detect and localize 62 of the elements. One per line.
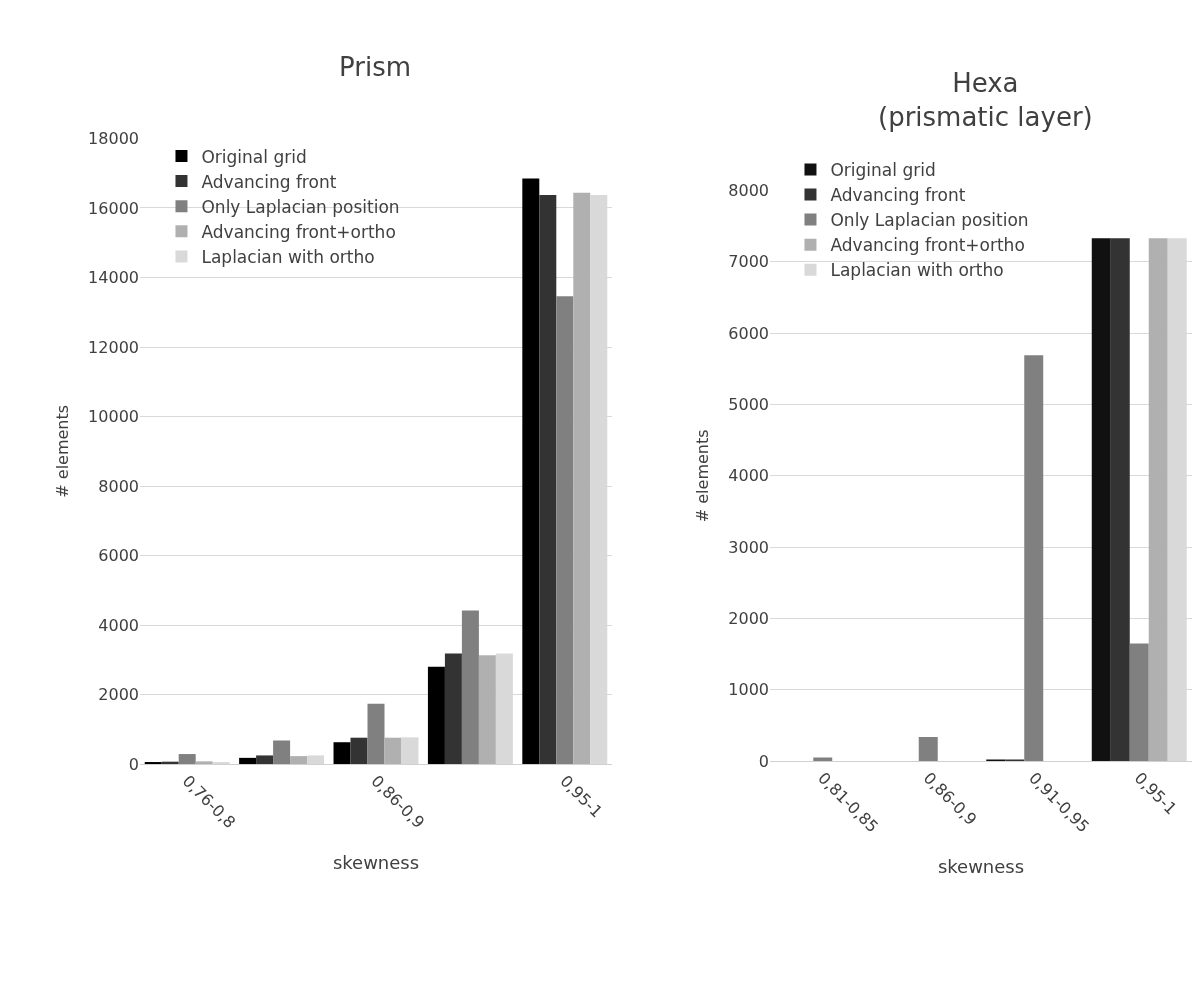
bar <box>556 296 574 765</box>
bar <box>444 653 462 765</box>
y-tick-label: 14000 <box>88 268 139 288</box>
chart-title: Hexa (prismatic layer) <box>878 68 1093 132</box>
y-tick-label: 18000 <box>88 129 139 149</box>
y-tick-label: 4000 <box>728 466 769 486</box>
legend-label: Laplacian with ortho <box>830 260 1004 281</box>
y-axis-title: # elements <box>52 404 72 498</box>
bar <box>1148 238 1168 762</box>
bar <box>367 703 385 765</box>
y-tick-label: 6000 <box>728 323 769 343</box>
y-tick-label: 0 <box>758 751 769 771</box>
bar <box>290 756 308 765</box>
x-axis-title: skewness <box>332 852 420 874</box>
y-tick-label: 12000 <box>88 337 139 357</box>
legend-label: Laplacian with ortho <box>201 247 375 268</box>
bar <box>384 737 402 765</box>
y-tick-label: 5000 <box>728 395 769 415</box>
bar <box>461 610 479 765</box>
y-tick-label: 16000 <box>88 198 139 218</box>
y-tick-label: 4000 <box>98 615 139 635</box>
bar <box>333 742 351 765</box>
bar <box>144 762 162 765</box>
bar <box>986 759 1006 762</box>
y-tick-label: 8000 <box>98 476 139 496</box>
bar <box>427 666 445 765</box>
y-tick-label: 3000 <box>728 537 769 557</box>
legend-label: Advancing front+ortho <box>201 221 396 242</box>
y-tick-label: 10000 <box>88 407 139 427</box>
bar <box>539 195 557 765</box>
legend-label: Advancing front <box>201 171 337 192</box>
bar <box>573 192 591 765</box>
y-tick-label: 6000 <box>98 546 139 566</box>
y-tick-label: 7000 <box>728 252 769 272</box>
bar <box>478 655 496 765</box>
bar <box>1091 238 1111 762</box>
legend-label: Advancing front+ortho <box>830 235 1025 256</box>
legend-label: Original grid <box>830 160 936 181</box>
bar <box>522 178 540 765</box>
bar <box>1024 355 1044 762</box>
bar <box>195 761 213 765</box>
bar <box>256 755 274 765</box>
bar <box>918 736 938 762</box>
bar <box>178 754 196 765</box>
y-tick-label: 1000 <box>728 680 769 700</box>
bar <box>1129 643 1149 762</box>
bar <box>1110 238 1130 762</box>
y-tick-label: 8000 <box>728 181 769 201</box>
bar <box>1005 759 1025 762</box>
x-axis-title: skewness <box>937 856 1025 878</box>
y-tick-label: 2000 <box>728 609 769 629</box>
legend-label: Only Laplacian position <box>830 210 1029 231</box>
bar <box>273 740 291 765</box>
bar <box>350 737 368 765</box>
legend-label: Advancing front <box>830 185 966 206</box>
y-tick-label: 0 <box>128 754 139 774</box>
legend-label: Only Laplacian position <box>201 196 400 217</box>
y-axis-title: # elements <box>693 429 713 523</box>
y-tick-label: 2000 <box>98 685 139 705</box>
bar <box>239 757 257 765</box>
chart-title: Prism <box>339 52 412 82</box>
legend-label: Original grid <box>201 146 307 167</box>
